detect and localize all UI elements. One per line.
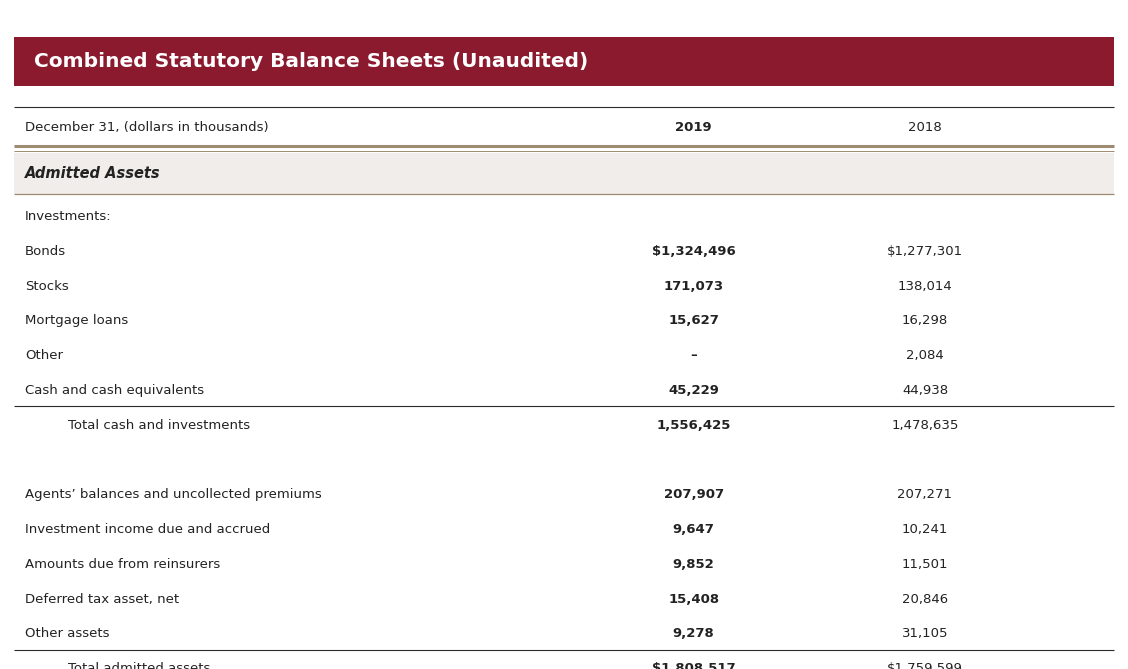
Text: Amounts due from reinsurers: Amounts due from reinsurers [25, 558, 220, 571]
Text: 1,478,635: 1,478,635 [891, 419, 959, 432]
Text: 2,084: 2,084 [906, 349, 944, 362]
FancyBboxPatch shape [14, 37, 1114, 86]
Text: December 31, (dollars in thousands): December 31, (dollars in thousands) [25, 120, 268, 134]
Text: 171,073: 171,073 [663, 280, 724, 292]
Text: 10,241: 10,241 [901, 523, 949, 536]
Text: $1,808,517: $1,808,517 [652, 662, 735, 669]
Text: 20,846: 20,846 [902, 593, 948, 605]
Text: 1,556,425: 1,556,425 [656, 419, 731, 432]
Text: Combined Statutory Balance Sheets (Unaudited): Combined Statutory Balance Sheets (Unaud… [34, 52, 588, 71]
Text: 9,647: 9,647 [672, 523, 715, 536]
Text: 2018: 2018 [908, 120, 942, 134]
Text: Mortgage loans: Mortgage loans [25, 314, 129, 327]
Text: 9,278: 9,278 [672, 628, 715, 640]
Text: Cash and cash equivalents: Cash and cash equivalents [25, 384, 204, 397]
Text: Total admitted assets: Total admitted assets [68, 662, 210, 669]
Text: Admitted Assets: Admitted Assets [25, 166, 160, 181]
Text: Bonds: Bonds [25, 245, 65, 258]
Text: $1,759,599: $1,759,599 [887, 662, 963, 669]
Text: $1,277,301: $1,277,301 [887, 245, 963, 258]
Text: 45,229: 45,229 [668, 384, 720, 397]
Text: Agents’ balances and uncollected premiums: Agents’ balances and uncollected premium… [25, 488, 321, 501]
Text: 207,907: 207,907 [663, 488, 724, 501]
Text: $1,324,496: $1,324,496 [652, 245, 735, 258]
Text: –: – [690, 349, 697, 362]
Text: 44,938: 44,938 [902, 384, 948, 397]
Text: Investment income due and accrued: Investment income due and accrued [25, 523, 270, 536]
Text: 2019: 2019 [676, 120, 712, 134]
Text: 207,271: 207,271 [898, 488, 952, 501]
Text: Investments:: Investments: [25, 210, 112, 223]
Text: Total cash and investments: Total cash and investments [68, 419, 249, 432]
Text: Other assets: Other assets [25, 628, 109, 640]
Text: Stocks: Stocks [25, 280, 69, 292]
Text: Deferred tax asset, net: Deferred tax asset, net [25, 593, 179, 605]
Text: 16,298: 16,298 [901, 314, 949, 327]
Text: 15,627: 15,627 [668, 314, 720, 327]
Text: 15,408: 15,408 [668, 593, 720, 605]
Text: 9,852: 9,852 [672, 558, 715, 571]
Text: Other: Other [25, 349, 63, 362]
Text: 31,105: 31,105 [901, 628, 949, 640]
Text: 138,014: 138,014 [898, 280, 952, 292]
Text: 11,501: 11,501 [901, 558, 949, 571]
FancyBboxPatch shape [14, 153, 1114, 194]
